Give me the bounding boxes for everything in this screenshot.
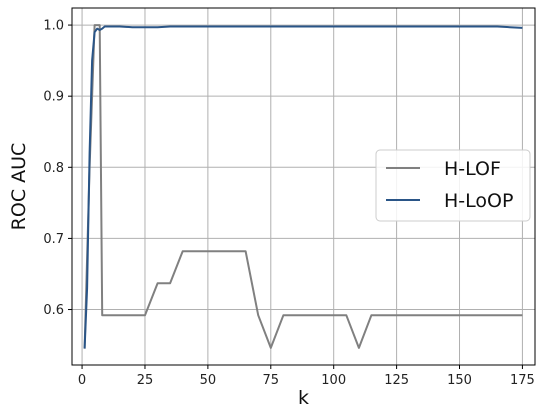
x-tick-label: 25: [137, 373, 154, 388]
legend-label-h-loop: H-LoOP: [444, 190, 513, 212]
legend: H-LOF H-LoOP: [375, 149, 531, 222]
x-tick-label: 125: [384, 373, 409, 388]
y-tick-label: 0.6: [43, 303, 64, 318]
x-tick-label: 0: [78, 373, 86, 388]
x-axis-label: k: [298, 387, 309, 408]
y-axis-label: ROC AUC: [8, 143, 30, 231]
x-tick-label: 75: [263, 373, 280, 388]
y-tick-label: 0.7: [43, 232, 64, 247]
axis-ticks: 0 25 50 75 100 125 150 175 0.6 0.7 0.8 0.9 1.0: [43, 19, 535, 388]
y-tick-label: 1.0: [43, 19, 64, 34]
legend-label-h-lof: H-LOF: [444, 158, 501, 180]
series-lines: [83, 24, 523, 349]
series-line-h-loop: [83, 25, 523, 349]
x-tick-label: 50: [200, 373, 217, 388]
plot-frame: [71, 7, 536, 366]
x-tick-label: 150: [447, 373, 472, 388]
y-tick-label: 0.9: [43, 90, 64, 105]
x-tick-label: 100: [321, 373, 346, 388]
series-line-h-lof: [83, 24, 523, 349]
y-tick-label: 0.8: [43, 161, 64, 176]
x-tick-label: 175: [510, 373, 535, 388]
